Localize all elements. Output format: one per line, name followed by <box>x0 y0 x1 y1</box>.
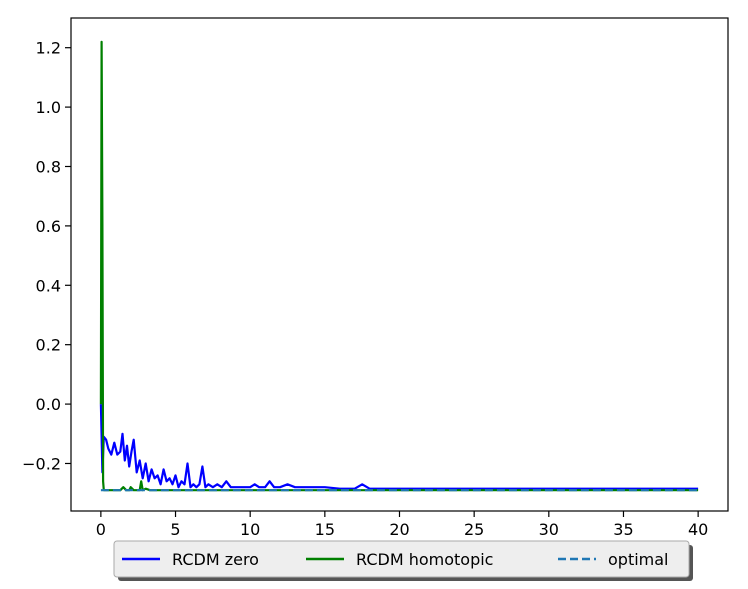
x-tick-label: 20 <box>389 520 409 539</box>
plot-frame <box>70 17 729 512</box>
y-axis: −0.2 0.0 0.2 0.4 0.6 0.8 1.0 1.2 <box>22 39 71 473</box>
series-layer <box>99 40 699 492</box>
x-tick-label: 30 <box>539 520 559 539</box>
legend: RCDM zero RCDM homotopic optimal <box>113 540 693 581</box>
x-tick-label: 10 <box>240 520 260 539</box>
y-tick-label: 1.2 <box>36 39 61 58</box>
x-tick-label: 15 <box>315 520 335 539</box>
y-tick-label: 1.0 <box>36 98 61 117</box>
y-tick-label: 0.0 <box>36 395 61 414</box>
x-tick-label: 40 <box>688 520 708 539</box>
x-tick-label: 35 <box>613 520 633 539</box>
x-axis: 0 5 10 15 20 25 30 35 40 <box>96 511 708 539</box>
legend-label-rcdm-homotopic: RCDM homotopic <box>356 550 493 569</box>
x-tick-label: 25 <box>464 520 484 539</box>
plot-area <box>71 18 728 511</box>
y-tick-label: 0.4 <box>36 276 61 295</box>
legend-label-rcdm-zero: RCDM zero <box>172 550 259 569</box>
legend-box <box>113 540 690 578</box>
y-tick-label: 0.2 <box>36 336 61 355</box>
x-tick-label: 0 <box>96 520 106 539</box>
y-tick-label: −0.2 <box>22 454 61 473</box>
x-tick-label: 5 <box>170 520 180 539</box>
series-line-rcdm-zero <box>99 404 699 490</box>
legend-label-optimal: optimal <box>608 550 669 569</box>
y-tick-label: 0.8 <box>36 157 61 176</box>
y-tick-label: 0.6 <box>36 217 61 236</box>
